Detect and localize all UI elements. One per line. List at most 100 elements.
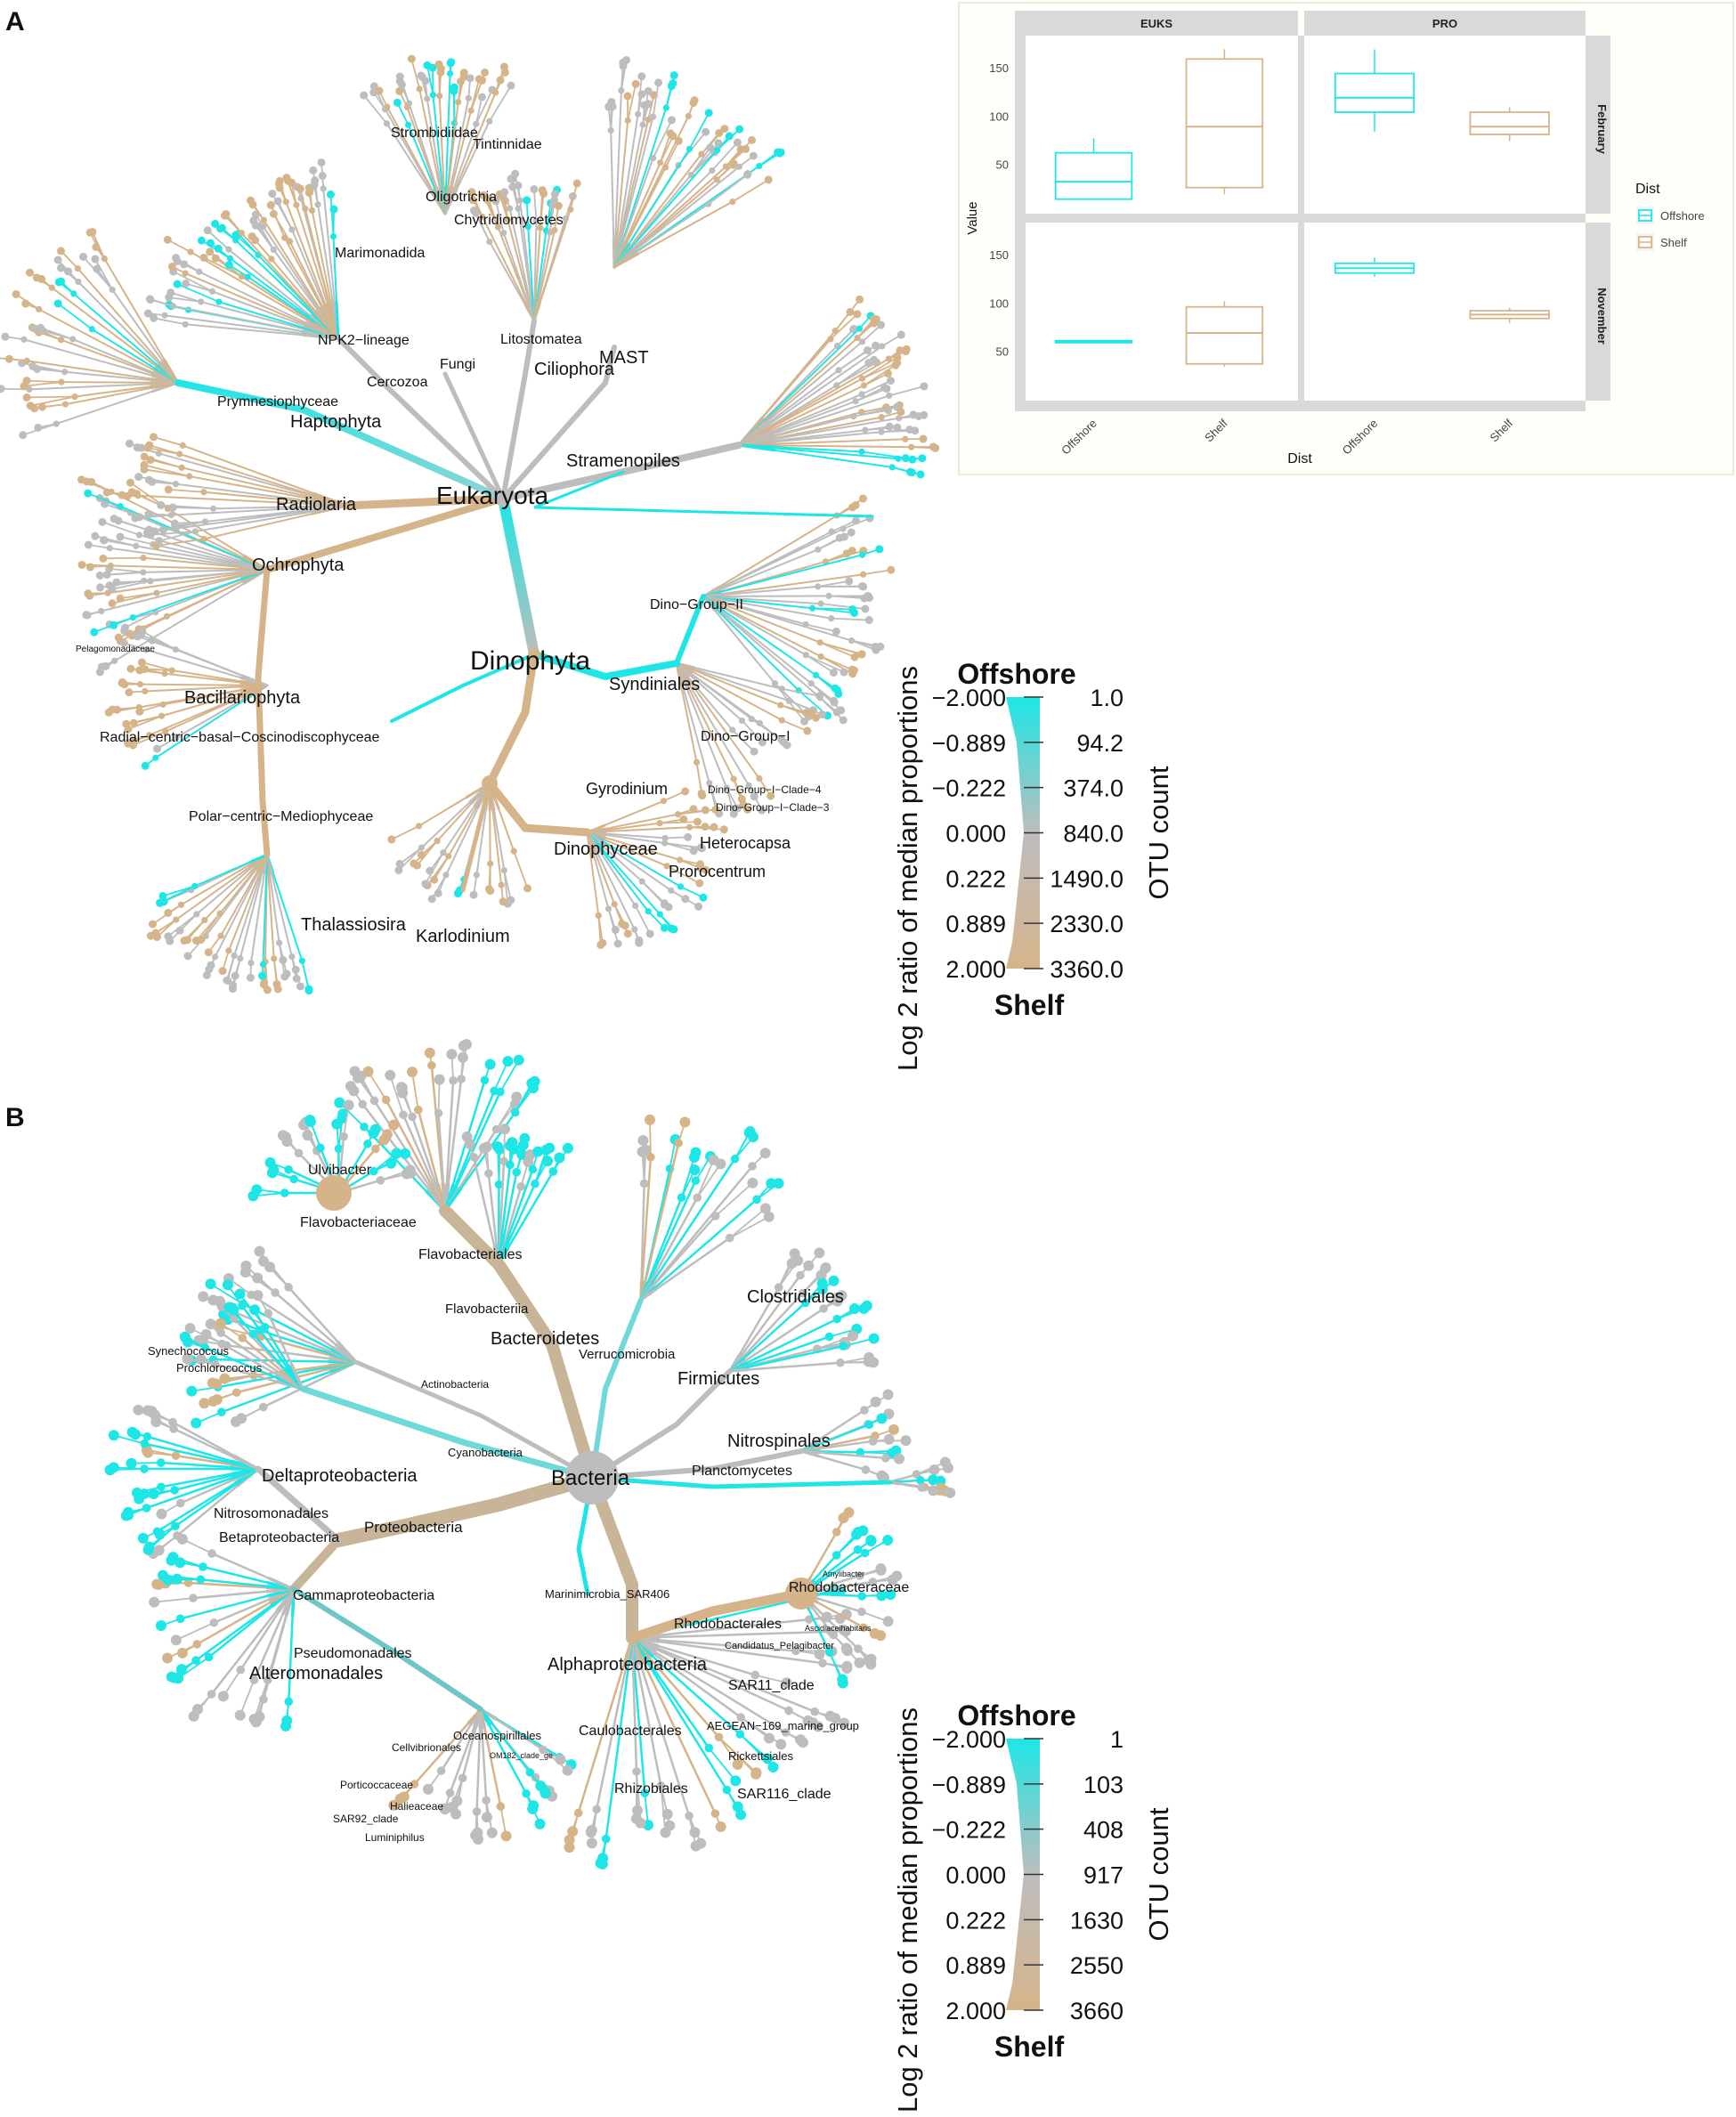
facet-row-strip-label: November: [1595, 288, 1609, 345]
y-tick-label: 50: [996, 345, 1009, 359]
legend-count-tick: 408: [1083, 1817, 1124, 1844]
tree-a-label: Haptophyta: [290, 412, 382, 432]
branch-oceanospirillales: [291, 1586, 483, 1712]
tree-a-label: Karlodinium: [416, 927, 510, 946]
tree-a-label: Dinophyta: [470, 646, 590, 676]
legend-offshore-label: Offshore: [957, 658, 1075, 690]
branch-haptophyta: [174, 379, 507, 502]
legend-ratio-tick: −0.222: [932, 775, 1006, 802]
legend-count-tick: 94.2: [1076, 730, 1124, 757]
legend-count-tick: 1.0: [1090, 685, 1124, 711]
tree-b-label: Flavobacteriales: [418, 1247, 523, 1262]
y-tick-label: 100: [989, 110, 1009, 123]
legend-ratio-tick: 0.222: [945, 1907, 1006, 1934]
boxplot-content: EUKS PRO February November 50 100 150 50 100 150 O…: [965, 11, 1705, 466]
tree-b-label: Nitrospinales: [727, 1432, 831, 1451]
tree-a-label: Gyrodinium: [586, 780, 668, 798]
legend-count-tick: 3660: [1070, 1998, 1124, 2024]
legend-ratio-tick: 2.000: [945, 956, 1006, 983]
tree-b-label: Firmicutes: [677, 1369, 759, 1389]
tree-b-label: Rhizobiales: [614, 1781, 688, 1797]
tree-a-label: Dino−Group−II: [650, 597, 743, 612]
legend-count-tick: 2550: [1070, 1952, 1124, 1979]
branch-syndiniales-tip: [390, 653, 536, 723]
tree-b-label: Flavobacteriaceae: [300, 1215, 417, 1230]
branch-ochrophyta: [264, 495, 507, 573]
panel-b-letter: B: [5, 1103, 25, 1132]
boxplot-legend-title: Dist: [1635, 182, 1660, 197]
tree-b-label: Synechococcus: [148, 1344, 230, 1358]
tree-a-label: Pelagomonadaceae: [76, 645, 155, 654]
branch-dino-group-ii: [674, 594, 706, 666]
branch-fungi: [442, 371, 506, 501]
tree-b-label: Alteromonadales: [249, 1664, 383, 1683]
root-node-eukaryota: [495, 491, 511, 507]
tree-a-label: Marimonadida: [335, 246, 425, 261]
x-axis-title: Dist: [1287, 451, 1312, 466]
branch-alphaproteobacteria: [586, 1472, 638, 1644]
boxplot-panel: EUKS PRO February November 50 100 150 50 100 150 O…: [958, 2, 1734, 475]
branch-stramenopiles-tip: [533, 470, 874, 518]
legend-count-tick: 103: [1083, 1772, 1124, 1798]
tree-b-label: Pseudomonadales: [294, 1646, 412, 1661]
y-axis-title: Value: [965, 201, 980, 234]
tree-a-label: Strombidiidae: [391, 126, 478, 141]
tree-a-label: Dinophyceae: [554, 840, 658, 859]
tree-a-label: Radial−centric−basal−Coscinodiscophyceae: [100, 730, 380, 745]
tree-a-label: Cercozoa: [367, 375, 428, 390]
tree-b-label: Cyanobacteria: [448, 1446, 523, 1459]
tree-b-label: Candidatus_Pelagibacter: [725, 1641, 834, 1651]
tree-b-label: Gammaproteobacteria: [293, 1588, 434, 1603]
tree-a-label: Polar−centric−Mediophyceae: [189, 809, 373, 824]
node-flavobacteriaceae: [316, 1175, 352, 1211]
legend-ratio-title: Log 2 ratio of median proportions: [892, 1707, 923, 2113]
tree-b-label: AEGEAN−169_marine_group: [707, 1719, 859, 1732]
legend-count-tick: 917: [1083, 1862, 1124, 1889]
legend-ratio-tick: 0.889: [945, 911, 1006, 937]
tree-a-label: Litostomatea: [500, 332, 582, 347]
panel-a-letter: A: [5, 7, 25, 36]
tree-a-label: Oligotrichia: [426, 190, 497, 205]
legend-a: Offshore Shelf −2.000 1.0 −0.889 94.2 −0.222 37…: [892, 658, 1174, 1071]
legend-count-tick: 1490.0: [1050, 865, 1124, 892]
tree-a-label: Stramenopiles: [566, 451, 680, 471]
eukaryota-tree-labels: Eukaryota Dinophyta Haptophyta Prymnesiophy…: [76, 126, 830, 946]
tree-a-label: Radiolaria: [276, 495, 357, 515]
y-tick-label: 100: [989, 296, 1009, 310]
node-dinophyceae: [482, 775, 498, 791]
tree-a-label: NPK2−lineage: [318, 333, 410, 348]
tree-a-label: Fungi: [440, 357, 475, 372]
facet-strip-label: PRO: [1432, 17, 1457, 30]
legend-ratio-tick: −0.889: [932, 1772, 1006, 1798]
facet-row-strip-label: February: [1595, 104, 1609, 154]
legend-shelf-label: Shelf: [994, 989, 1065, 1021]
panel-left-strip: [1015, 36, 1026, 401]
tree-b-label: OM182_clade_ge: [490, 1751, 553, 1760]
legend-ratio-tick: 0.000: [945, 1862, 1006, 1889]
tree-b-label: SAR92_clade: [333, 1813, 399, 1825]
tree-b-label: Actinobacteria: [421, 1378, 489, 1391]
tree-b-label: Betaproteobacteria: [219, 1530, 339, 1545]
branch-dinophyta: [498, 493, 539, 660]
facet-strip: [1304, 11, 1586, 36]
branch-verrucomicrobia: [589, 1297, 644, 1480]
branch-ciliophora: [500, 318, 537, 501]
tree-b-label: Halieaceae: [390, 1800, 443, 1813]
root-node-bacteria: [565, 1451, 619, 1505]
tree-a-label: Dino−Group−I−Clade−4: [708, 783, 822, 796]
legend-ratio-tick: −0.222: [932, 1817, 1006, 1844]
panel-bottom-strip: [1015, 401, 1586, 411]
tree-b-label: Oceanospirillales: [453, 1729, 541, 1742]
tree-b-label: Ulvibacter: [308, 1163, 372, 1178]
tree-a-label: Bacillariophyta: [184, 688, 301, 708]
legend-count-tick: 3360.0: [1050, 956, 1124, 983]
legend-count-title: OTU count: [1143, 766, 1174, 899]
legend-ratio-tick: −2.000: [932, 685, 1006, 711]
tree-a-label: Eukaryota: [436, 482, 548, 509]
tree-a-label: MAST: [599, 348, 649, 368]
tree-b-label: Bacteria: [551, 1466, 630, 1490]
tree-b-label: Amylibacter: [823, 1570, 864, 1578]
legend-shelf-label: Shelf: [994, 2031, 1065, 2063]
tree-b-label: Marinimicrobia_SAR406: [545, 1587, 669, 1601]
